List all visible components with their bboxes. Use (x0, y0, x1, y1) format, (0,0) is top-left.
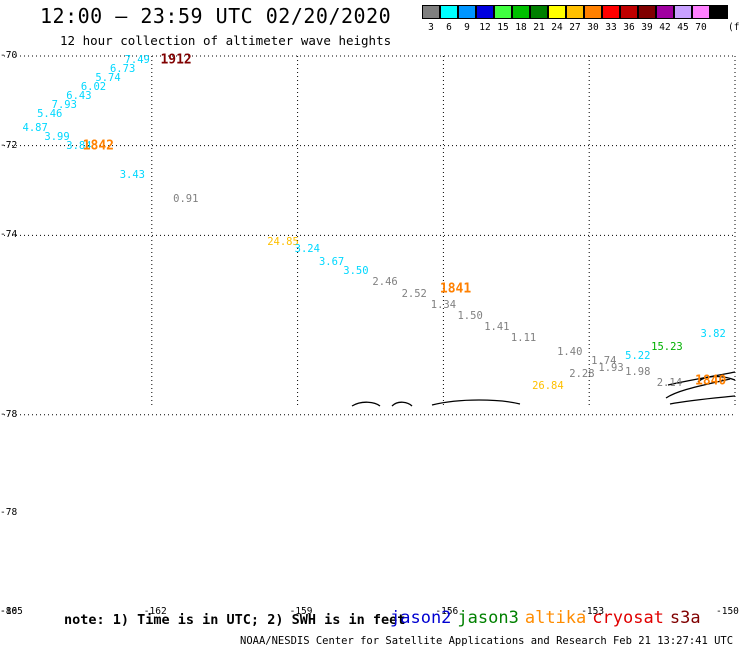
wave-height-value: 2.52 (401, 287, 427, 300)
wave-height-value: 5.22 (625, 350, 651, 363)
units-note: note: 1) Time is in UTC; 2) SWH is in fe… (64, 612, 406, 628)
wave-height-value: 3.99 (44, 130, 70, 143)
latitude-label: -74 (0, 229, 18, 241)
color-swatch (494, 5, 512, 19)
wave-height-value: 1.98 (625, 366, 651, 379)
wave-height-value: 1.74 (591, 354, 617, 367)
legend-s3a: s3a (669, 608, 701, 628)
longitude-label: -159 (289, 606, 313, 617)
latitude-label: -80 (0, 606, 18, 617)
coastline (351, 371, 736, 407)
color-swatch-label: 24 (551, 22, 563, 33)
color-swatch (710, 5, 728, 19)
wave-height-value: 24.85 (267, 236, 299, 249)
color-swatch (584, 5, 602, 19)
wave-height-value: 1.50 (457, 310, 483, 323)
wave-height-value: 2.28 (569, 368, 595, 381)
color-scale-unit: (ft) (728, 22, 740, 33)
color-swatch-label: 45 (677, 22, 689, 33)
wave-height-value: 1.40 (557, 345, 583, 358)
color-swatch (656, 5, 674, 19)
legend-jason2: jason2 (390, 608, 452, 628)
color-swatch-label: 30 (587, 22, 599, 33)
color-swatch-label: 27 (569, 22, 581, 33)
color-swatch (440, 5, 458, 19)
longitude-label: -150 (716, 606, 739, 617)
wave-height-value: 3.82 (700, 328, 726, 340)
longitude-label: -165 (0, 606, 23, 617)
pass-time-label: 1842 (82, 138, 114, 154)
color-swatch (512, 5, 530, 19)
satellite-legend: jason2 jason3 altika cryosat s3a (390, 608, 707, 628)
color-swatch-label: 18 (515, 22, 527, 33)
wave-height-value: 4.87 (22, 121, 48, 134)
longitude-label: -156 (435, 606, 459, 617)
wave-height-value: 1.41 (484, 321, 510, 334)
color-swatch (476, 5, 494, 19)
color-swatch (638, 5, 656, 19)
wave-height-value: 6.02 (80, 81, 107, 94)
wave-height-value: 15.23 (651, 341, 683, 354)
color-swatch (602, 5, 620, 19)
color-swatch (422, 5, 440, 19)
wave-height-value: 2.14 (656, 377, 683, 390)
color-swatch (620, 5, 638, 19)
color-swatch-label: 33 (605, 22, 617, 33)
wave-height-value: 3.43 (119, 168, 146, 181)
color-swatch-label: 6 (446, 22, 452, 33)
color-swatch-label: 21 (533, 22, 545, 33)
credit-footer: NOAA/NESDIS Center for Satellite Applica… (240, 635, 740, 647)
legend-cryosat: cryosat (592, 608, 664, 628)
page-title: 12:00 – 23:59 UTC 02/20/2020 (40, 4, 392, 28)
wave-height-value: 26.84 (532, 379, 564, 392)
color-swatch (548, 5, 566, 19)
color-swatch-label: 39 (641, 22, 653, 33)
wave-height-value: 1.11 (510, 332, 537, 345)
wave-height-value: 3.84 (66, 139, 92, 152)
pass-time-label: 1841 (439, 281, 472, 297)
page-subtitle: 12 hour collection of altimeter wave hei… (60, 33, 392, 48)
color-swatch (530, 5, 548, 19)
wave-height-value: 0.91 (173, 193, 199, 206)
latitude-label: -78 (0, 507, 18, 519)
wave-height-value: 1.34 (430, 298, 457, 311)
legend-jason3: jason3 (457, 608, 519, 628)
legend-altika: altika (524, 608, 587, 628)
latitude-label: -78 (0, 408, 18, 420)
pass-time-label: 1912 (160, 52, 192, 68)
color-swatch-label: 36 (623, 22, 635, 33)
color-swatch-label: 3 (428, 22, 434, 33)
longitude-label: -153 (581, 606, 605, 617)
color-swatch-label: 12 (479, 22, 491, 33)
wave-height-value: 3.67 (318, 256, 345, 269)
wave-height-value: 6.43 (66, 90, 92, 103)
color-swatch-label: 42 (659, 22, 671, 33)
wave-height-value: 1.93 (598, 361, 624, 374)
wave-height-value: 7.93 (51, 99, 77, 112)
latitude-label: -70 (0, 50, 18, 61)
color-swatch (692, 5, 710, 19)
color-swatch-label: 70 (695, 22, 707, 33)
latitude-label: -72 (0, 139, 18, 151)
longitude-label: -162 (143, 606, 167, 617)
color-swatch (458, 5, 476, 19)
wave-height-value: 5.74 (95, 72, 121, 85)
color-swatch (674, 5, 692, 19)
pass-time-label: 1840 (695, 373, 727, 389)
color-swatch-label: 9 (464, 22, 470, 33)
color-swatch (566, 5, 584, 19)
color-swatch-label: 15 (497, 22, 509, 33)
wave-height-value: 3.24 (294, 242, 320, 255)
wave-height-value: 5.46 (37, 108, 63, 121)
wave-height-value: 3.50 (343, 265, 369, 278)
wave-height-value: 7.49 (124, 54, 150, 67)
wave-height-value: 6.73 (109, 63, 136, 76)
wave-height-value: 2.46 (372, 276, 398, 289)
